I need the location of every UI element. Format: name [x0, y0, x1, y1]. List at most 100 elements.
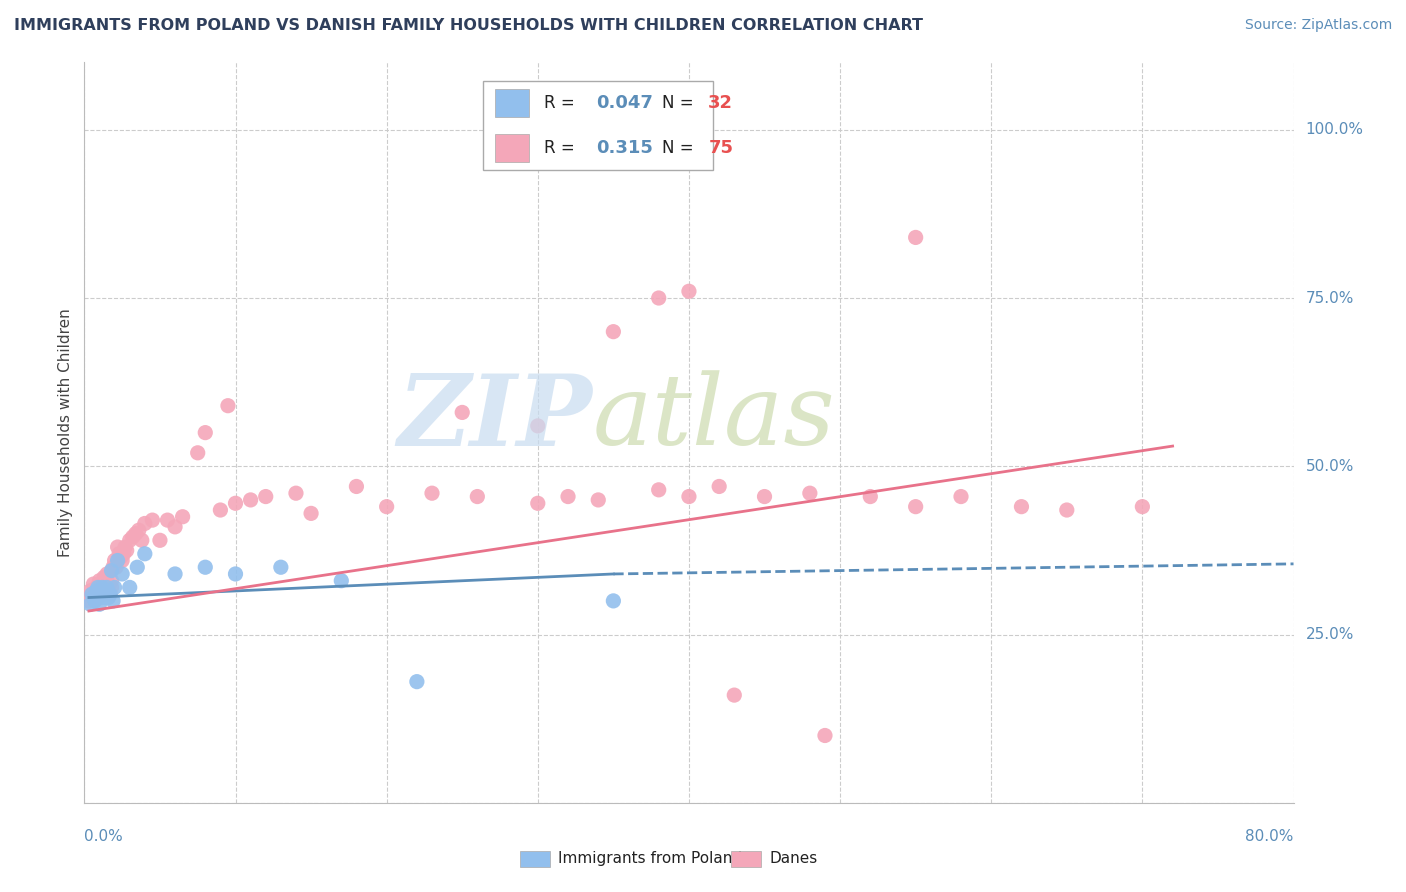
Point: [87, 581, 110, 595]
Point: [107, 553, 129, 567]
Point: [104, 553, 127, 567]
Text: Source: ZipAtlas.com: Source: ZipAtlas.com: [1244, 18, 1392, 32]
Point: [239, 492, 262, 507]
Point: [110, 550, 132, 565]
Point: [648, 483, 671, 497]
Point: [254, 490, 277, 504]
Point: [115, 543, 138, 558]
Point: [149, 533, 172, 548]
Point: [111, 553, 134, 567]
Point: [209, 503, 232, 517]
FancyBboxPatch shape: [484, 81, 713, 169]
Point: [98, 587, 121, 601]
Point: [330, 574, 353, 588]
Point: [134, 516, 156, 531]
Point: [527, 418, 550, 433]
Point: [96, 583, 118, 598]
Text: 80.0%: 80.0%: [1246, 829, 1294, 844]
Point: [723, 688, 745, 702]
Point: [127, 560, 149, 574]
Text: 0.315: 0.315: [596, 138, 652, 157]
Point: [128, 523, 150, 537]
Point: [107, 540, 129, 554]
Point: [194, 560, 217, 574]
Point: [77, 594, 100, 608]
Point: [134, 547, 156, 561]
Point: [93, 570, 115, 584]
Point: [602, 594, 624, 608]
Point: [86, 583, 108, 598]
Point: [165, 520, 187, 534]
Point: [98, 587, 121, 601]
Point: [108, 547, 131, 561]
Point: [84, 594, 107, 608]
Point: [285, 486, 308, 500]
Text: IMMIGRANTS FROM POLAND VS DANISH FAMILY HOUSEHOLDS WITH CHILDREN CORRELATION CHA: IMMIGRANTS FROM POLAND VS DANISH FAMILY …: [14, 18, 924, 33]
Point: [346, 479, 368, 493]
Point: [375, 500, 398, 514]
Point: [754, 490, 776, 504]
Bar: [731, 851, 762, 867]
Point: [648, 291, 671, 305]
Text: 100.0%: 100.0%: [1306, 122, 1364, 137]
Point: [141, 513, 163, 527]
Point: [799, 486, 821, 500]
Point: [86, 581, 108, 595]
Point: [101, 594, 124, 608]
Point: [90, 583, 112, 598]
Point: [100, 564, 122, 578]
Y-axis label: Family Households with Children: Family Households with Children: [58, 309, 73, 557]
Point: [451, 405, 474, 419]
Point: [1011, 500, 1033, 514]
Point: [89, 597, 111, 611]
Point: [1056, 503, 1078, 517]
Bar: [520, 851, 550, 867]
Point: [84, 594, 107, 608]
Text: 0.047: 0.047: [596, 95, 652, 112]
Point: [90, 591, 112, 605]
Point: [118, 533, 141, 548]
Point: [156, 513, 179, 527]
Point: [105, 560, 128, 574]
Point: [527, 496, 550, 510]
Point: [100, 581, 122, 595]
Point: [87, 591, 110, 605]
Point: [111, 566, 134, 581]
Text: N =: N =: [662, 95, 699, 112]
Text: 75.0%: 75.0%: [1306, 291, 1354, 305]
Text: R =: R =: [544, 95, 579, 112]
Text: 75: 75: [709, 138, 734, 157]
Point: [406, 674, 429, 689]
Point: [89, 574, 111, 588]
Text: N =: N =: [662, 138, 699, 157]
Point: [588, 492, 610, 507]
Point: [270, 560, 292, 574]
Text: 25.0%: 25.0%: [1306, 627, 1354, 642]
Point: [420, 486, 443, 500]
Point: [165, 566, 187, 581]
Point: [814, 729, 837, 743]
Point: [299, 507, 322, 521]
Point: [79, 597, 101, 611]
Text: R =: R =: [544, 138, 579, 157]
Point: [131, 533, 153, 548]
Point: [904, 230, 927, 244]
Point: [96, 574, 118, 588]
Text: 50.0%: 50.0%: [1306, 458, 1354, 474]
Point: [194, 425, 217, 440]
Point: [94, 587, 117, 601]
Point: [859, 490, 882, 504]
Point: [100, 574, 122, 588]
Point: [89, 587, 111, 601]
Point: [91, 577, 114, 591]
Point: [125, 526, 148, 541]
Point: [91, 583, 114, 598]
Text: ZIP: ZIP: [398, 369, 592, 466]
Text: Danes: Danes: [770, 851, 818, 866]
Text: 0.0%: 0.0%: [84, 829, 124, 844]
Point: [94, 591, 117, 605]
Point: [96, 566, 118, 581]
Point: [96, 581, 118, 595]
Point: [112, 547, 135, 561]
Point: [80, 587, 103, 601]
